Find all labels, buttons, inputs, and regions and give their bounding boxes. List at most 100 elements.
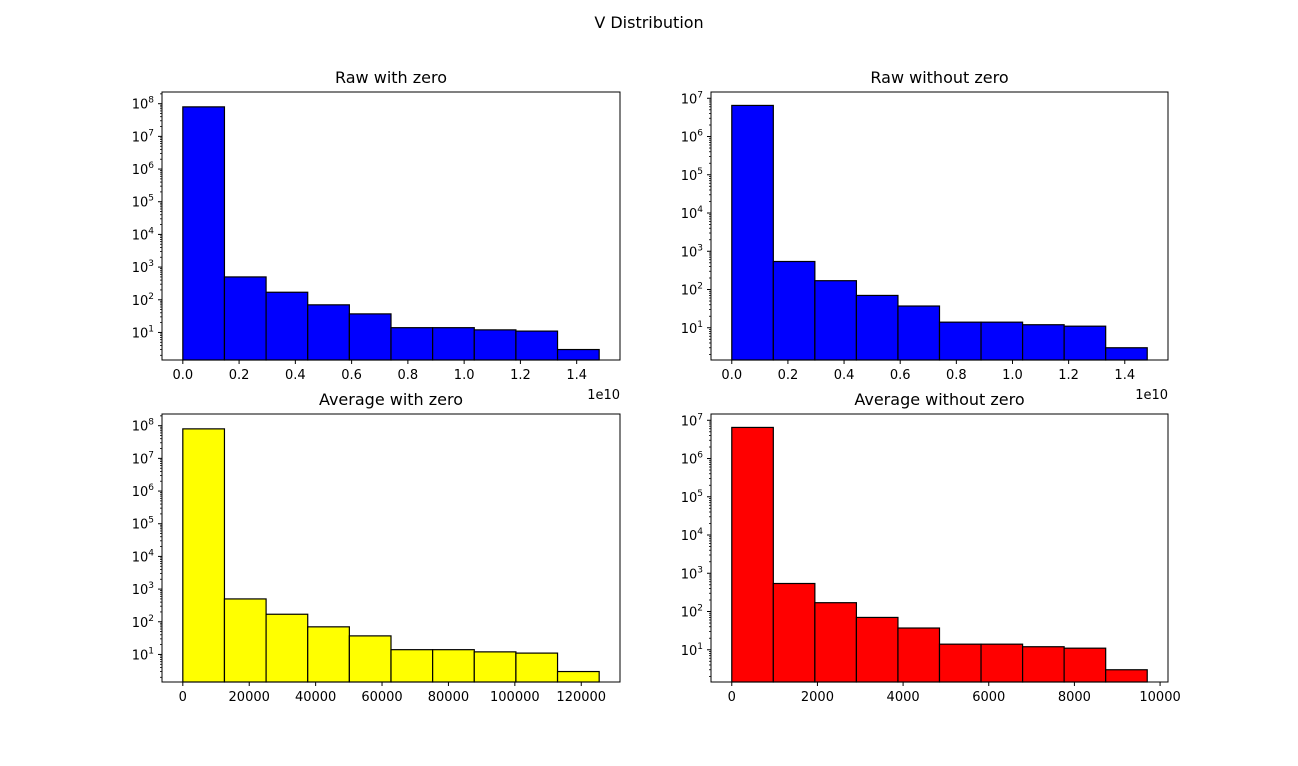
histogram-bar <box>980 321 1024 361</box>
x-tick-label: 1.0 <box>454 368 475 383</box>
y-tick-exponent: 3 <box>148 581 154 591</box>
histogram-bar <box>223 598 267 683</box>
x-tick-label: 60000 <box>361 690 402 705</box>
y-tick-exponent: 6 <box>148 161 154 171</box>
y-tick-exponent: 7 <box>148 450 154 460</box>
histogram-bar <box>515 330 559 361</box>
x-tick-label: 0.6 <box>341 368 362 383</box>
histogram-bar <box>1063 647 1107 683</box>
y-tick-exponent: 4 <box>697 527 703 537</box>
x-tick-label: 40000 <box>295 690 336 705</box>
histogram-bar <box>772 260 816 361</box>
y-tick-exponent: 3 <box>697 243 703 253</box>
histogram-bar <box>182 428 226 683</box>
histogram-bar <box>390 649 434 683</box>
axes-frame <box>161 91 621 361</box>
subplot-2: Raw without zero 0.0 0.2 0.4 0.6 0.8 1.0 1.2 1.4… <box>681 68 1169 403</box>
x-tick-label: 0.8 <box>398 368 419 383</box>
y-tick-exponent: 5 <box>148 516 154 526</box>
x-tick-label: 0.8 <box>946 368 967 383</box>
x-tick-label: 0.0 <box>172 368 193 383</box>
x-tick-label: 8000 <box>1058 690 1091 705</box>
histogram-bar <box>897 627 941 683</box>
histogram-bar <box>556 670 600 683</box>
y-tick-exponent: 1 <box>697 642 703 652</box>
x-tick-label: 1.2 <box>510 368 531 383</box>
histogram-bar <box>938 643 982 683</box>
x-tick-label: 6000 <box>972 690 1005 705</box>
y-tick-exponent: 2 <box>148 292 154 302</box>
subplot-title: Raw without zero <box>870 68 1008 87</box>
y-tick-exponent: 1 <box>148 646 154 656</box>
x-tick-label: 0.4 <box>285 368 306 383</box>
y-tick-exponent: 5 <box>697 489 703 499</box>
histogram-bar <box>223 276 267 361</box>
x-tick-label: 0 <box>179 690 187 705</box>
histogram-bar <box>473 329 517 361</box>
x-tick-label: 4000 <box>887 690 920 705</box>
x-tick-label: 10000 <box>1139 690 1180 705</box>
y-tick-exponent: 8 <box>148 96 154 106</box>
histogram-bar <box>731 426 774 683</box>
x-tick-label: 100000 <box>490 690 540 705</box>
histogram-bar <box>432 327 475 361</box>
x-offset-label: 1e10 <box>587 388 620 403</box>
y-tick-exponent: 4 <box>148 226 154 236</box>
histogram-bar <box>814 602 858 683</box>
histogram-bar <box>307 304 350 361</box>
histogram-bar <box>265 291 309 361</box>
histogram-bar <box>390 327 434 361</box>
axes-frame <box>161 413 621 683</box>
histogram-bar <box>265 613 309 683</box>
y-tick-exponent: 2 <box>697 282 703 292</box>
histogram-bar <box>182 106 226 361</box>
x-tick-label: 1.0 <box>1002 368 1023 383</box>
y-tick-exponent: 5 <box>148 194 154 204</box>
histogram-bar <box>348 635 392 683</box>
y-tick-exponent: 3 <box>148 259 154 269</box>
subplot-title: Average without zero <box>854 390 1024 409</box>
y-tick-exponent: 1 <box>697 320 703 330</box>
histogram-bar <box>855 294 899 361</box>
histogram-bar <box>556 348 600 361</box>
histogram-bar <box>1105 669 1148 683</box>
x-tick-label: 0.2 <box>778 368 799 383</box>
x-tick-label: 0.4 <box>834 368 855 383</box>
y-tick-exponent: 6 <box>697 129 703 139</box>
histogram-bar <box>1021 646 1065 683</box>
x-tick-label: 1.4 <box>1114 368 1135 383</box>
x-tick-label: 1.2 <box>1058 368 1079 383</box>
x-tick-label: 0.0 <box>721 368 742 383</box>
histogram-bar <box>473 651 517 683</box>
y-tick-exponent: 4 <box>697 205 703 215</box>
subplot-title: Raw with zero <box>335 68 447 87</box>
histogram-bar <box>731 104 774 361</box>
x-tick-label: 120000 <box>556 690 606 705</box>
x-tick-label: 2000 <box>801 690 834 705</box>
x-offset-label: 1e10 <box>1135 388 1168 403</box>
y-tick-exponent: 7 <box>697 90 703 100</box>
histogram-bar <box>432 649 475 683</box>
histogram-bar <box>515 652 559 683</box>
histogram-bar <box>1021 324 1065 361</box>
y-tick-exponent: 1 <box>148 324 154 334</box>
histogram-bar <box>1063 325 1107 361</box>
x-tick-label: 80000 <box>428 690 469 705</box>
y-tick-exponent: 8 <box>148 418 154 428</box>
histogram-bar <box>814 280 858 361</box>
histogram-bar <box>1105 347 1148 361</box>
y-tick-exponent: 7 <box>697 412 703 422</box>
axes-frame <box>710 413 1169 683</box>
axes-frame <box>710 91 1169 361</box>
x-tick-label: 20000 <box>229 690 270 705</box>
histogram-bar <box>897 305 941 361</box>
x-tick-label: 0.2 <box>229 368 250 383</box>
subplot-4: Average without zero 0 2000 4000 6000 8000 100… <box>681 390 1181 705</box>
y-tick-exponent: 2 <box>148 614 154 624</box>
y-tick-exponent: 7 <box>148 128 154 138</box>
subplot-title: Average with zero <box>319 390 463 409</box>
x-tick-label: 0.6 <box>890 368 911 383</box>
y-tick-exponent: 5 <box>697 167 703 177</box>
histogram-bar <box>307 626 350 683</box>
